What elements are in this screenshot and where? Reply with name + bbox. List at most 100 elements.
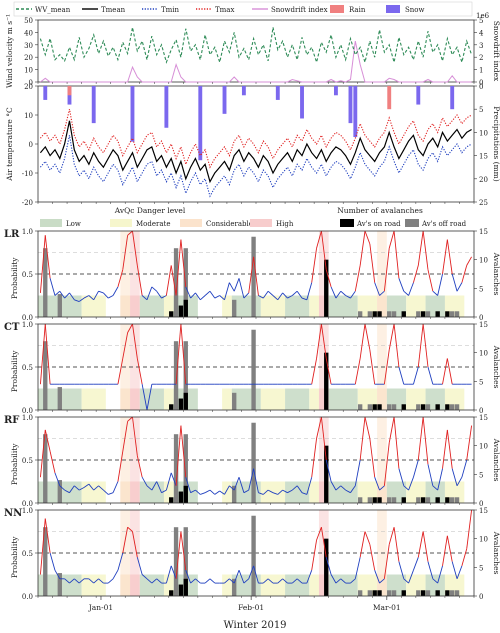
avalanche-on-road-bar xyxy=(169,311,174,317)
probability-line-segment xyxy=(354,265,361,292)
probability-line-segment xyxy=(301,297,308,301)
probability-line-segment xyxy=(44,429,51,452)
probability-line-segment xyxy=(340,485,346,491)
avalanche-y-tick-label: 0 xyxy=(479,593,483,601)
avalanche-off-road-bar xyxy=(357,311,363,317)
danger-band xyxy=(444,295,465,317)
avalanche-y-tick-label: 0 xyxy=(479,407,483,415)
probability-line-segment xyxy=(224,282,230,300)
avalanche-y-axis-label: Avalanches xyxy=(492,252,500,296)
avalanche-off-road-bar xyxy=(357,590,363,596)
danger-band xyxy=(309,574,319,596)
probability-line-segment xyxy=(83,483,90,488)
probability-line-segment xyxy=(292,578,298,584)
probability-line-segment xyxy=(107,578,114,584)
probability-line-segment xyxy=(379,578,385,584)
danger-band xyxy=(222,388,232,410)
probability-y-tick-label: 0.5 xyxy=(22,457,33,465)
danger-legend-swatch xyxy=(110,219,132,227)
danger-band xyxy=(444,481,465,503)
probability-line-segment xyxy=(403,485,409,491)
probability-line-segment xyxy=(136,358,143,385)
probability-line-segment xyxy=(39,323,46,385)
probability-line-segment xyxy=(287,489,293,494)
probability-line-segment xyxy=(345,295,351,299)
probability-line-segment xyxy=(59,290,66,299)
danger-highlight xyxy=(318,324,329,410)
danger-band xyxy=(163,295,174,317)
danger-band xyxy=(81,388,106,410)
avalanche-on-road-bar xyxy=(420,497,426,503)
probability-line-segment xyxy=(432,578,438,584)
probability-line-segment xyxy=(112,481,119,493)
danger-band xyxy=(139,481,164,503)
probability-line-segment xyxy=(180,531,187,571)
avalanche-y-tick-label: 5 xyxy=(479,285,483,293)
avalanche-off-road-bar xyxy=(251,515,256,596)
danger-legend-label: Moderate xyxy=(136,220,170,228)
probability-line-segment xyxy=(151,481,158,491)
probability-line-segment xyxy=(451,468,458,486)
rain-bar xyxy=(67,86,72,96)
probability-line-segment xyxy=(253,468,259,493)
temp-y-tick-label: -20 xyxy=(22,199,33,207)
probability-line-segment xyxy=(442,429,448,469)
probability-line-segment xyxy=(228,282,235,292)
probability-line-segment xyxy=(112,569,119,580)
tmin-line xyxy=(39,135,472,198)
avalanche-on-road-bar xyxy=(445,404,450,410)
probability-line-segment xyxy=(335,485,342,491)
avalanche-off-road-bar xyxy=(425,404,431,410)
avalanche-on-road-bar xyxy=(183,578,188,596)
avalanche-off-road-bar xyxy=(183,434,188,503)
legend-label: Snowdrift index xyxy=(271,6,328,14)
avalanche-off-road-bar xyxy=(416,404,421,410)
probability-line-segment xyxy=(64,489,70,494)
probability-line-segment xyxy=(165,565,172,584)
danger-band xyxy=(285,388,310,410)
avalanche-off-road-bar xyxy=(57,387,62,410)
avalanche-on-road-bar xyxy=(435,590,440,596)
probability-line-segment xyxy=(456,565,463,579)
snow-bar xyxy=(198,86,203,161)
panel-label-rf: RF xyxy=(4,415,19,426)
probability-line-segment xyxy=(132,531,138,558)
probability-line-segment xyxy=(325,557,332,575)
probability-line-segment xyxy=(335,578,342,584)
avalanche-off-road-bar xyxy=(416,497,421,503)
probability-line-segment xyxy=(296,485,303,493)
avalanche-on-road-bar xyxy=(377,497,382,503)
wind-y-tick-label: 0 xyxy=(29,79,33,87)
temp-y-tick-label: -10 xyxy=(22,170,33,178)
avalanche-off-road-bar xyxy=(450,497,455,503)
danger-band xyxy=(81,574,106,596)
danger-band xyxy=(260,388,286,410)
danger-band xyxy=(163,574,174,596)
probability-line-segment xyxy=(383,544,390,579)
probability-line-segment xyxy=(170,565,177,579)
probability-line-segment xyxy=(306,570,313,584)
probability-line-segment xyxy=(316,527,322,541)
probability-line-segment xyxy=(432,290,438,296)
probability-line-segment xyxy=(408,570,414,584)
snow-bar xyxy=(91,86,96,124)
x-tick-label: Feb-01 xyxy=(238,603,264,612)
probability-line-segment xyxy=(49,552,56,571)
probability-line-segment xyxy=(374,570,380,584)
wind-y-axis-label: Wind velocity m s⁻¹ xyxy=(5,14,14,88)
probability-line-segment xyxy=(383,349,390,385)
danger-highlight xyxy=(130,324,140,410)
probability-line-segment xyxy=(238,477,245,493)
avalanche-on-road-bar xyxy=(445,590,450,596)
avalanche-on-road-bar xyxy=(445,497,450,503)
probability-y-axis-label: Probability xyxy=(10,257,19,299)
probability-line-segment xyxy=(398,468,405,486)
danger-band xyxy=(139,295,164,317)
probability-line-segment xyxy=(132,230,138,266)
danger-legend-swatch xyxy=(40,219,62,227)
temp-y-axis-label: Air temperature °C xyxy=(5,107,14,182)
x-tick-label: Jan-01 xyxy=(88,603,113,612)
avalanche-off-road-bar xyxy=(391,497,397,503)
probability-line-segment xyxy=(398,561,405,579)
danger-band xyxy=(309,481,319,503)
